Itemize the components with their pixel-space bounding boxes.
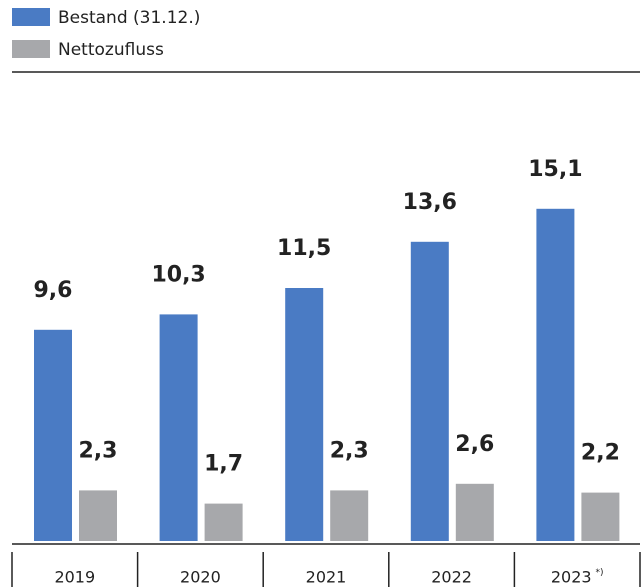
value-label: 13,6 <box>403 190 457 215</box>
legend-swatch <box>12 40 50 58</box>
bar <box>536 208 575 542</box>
bar <box>455 483 494 541</box>
x-tick-label: 2020 <box>180 568 221 587</box>
value-label: 2,6 <box>455 432 494 457</box>
bar <box>581 492 620 541</box>
value-label: 10,3 <box>151 262 205 287</box>
bar <box>410 241 449 542</box>
value-label: 11,5 <box>277 236 331 261</box>
x-tick-label: 2023 *) <box>551 568 604 587</box>
category-note: *) <box>596 568 604 578</box>
bar <box>34 329 72 541</box>
x-tick-label: 2019 <box>54 568 95 587</box>
bar <box>204 503 243 541</box>
bar <box>159 314 198 541</box>
value-label: 9,6 <box>34 278 73 303</box>
value-label: 2,3 <box>79 438 118 463</box>
value-label: 2,2 <box>581 441 620 466</box>
bar <box>285 288 324 541</box>
legend-label: Bestand (31.12.) <box>58 8 200 28</box>
x-tick-label: 2022 <box>431 568 472 587</box>
bar <box>330 490 369 541</box>
x-tick-label: 2021 <box>306 568 347 587</box>
value-label: 15,1 <box>528 157 582 182</box>
legend-label: Nettozufluss <box>58 40 164 60</box>
bar <box>79 490 117 541</box>
legend-swatch <box>12 8 50 26</box>
value-label: 2,3 <box>330 438 369 463</box>
value-label: 1,7 <box>204 452 243 477</box>
